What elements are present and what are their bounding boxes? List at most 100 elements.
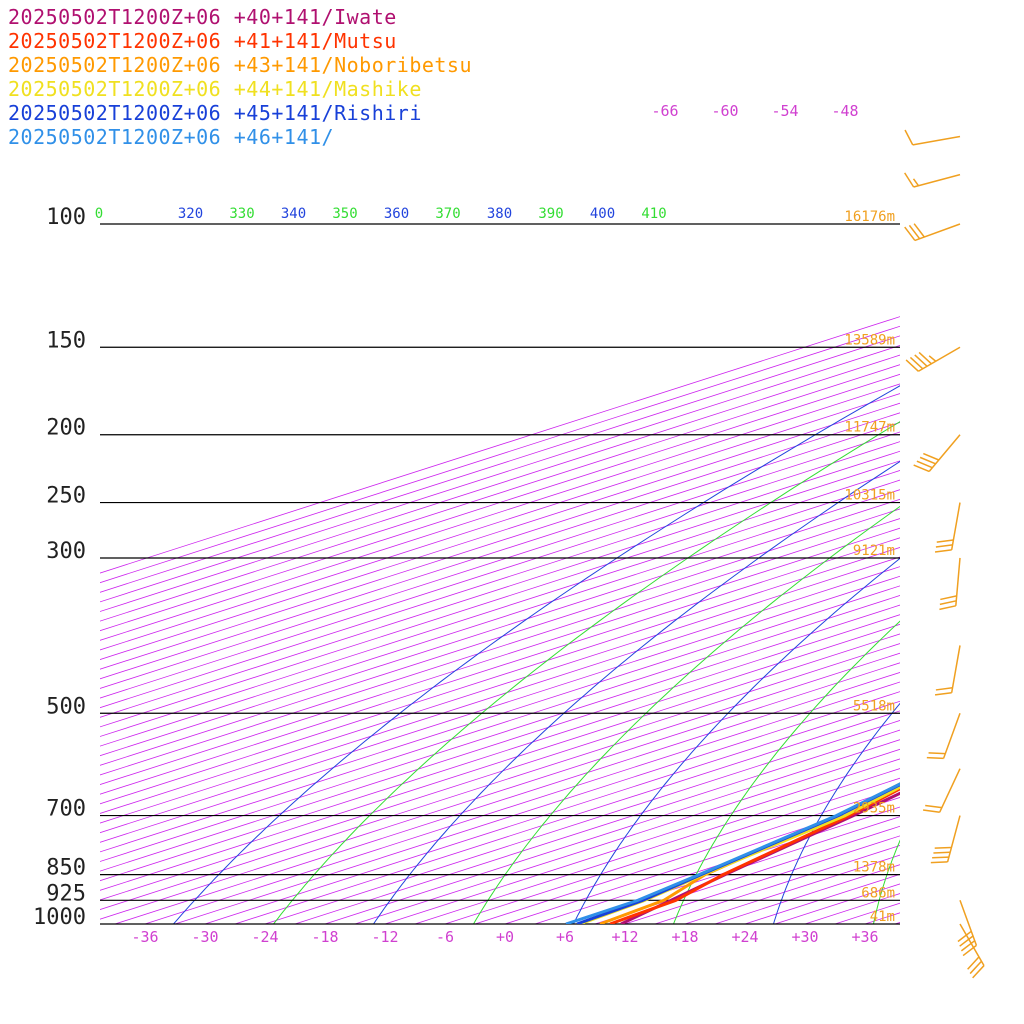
pressure-label: 250 xyxy=(46,484,86,509)
temperature-tick-label: +30 xyxy=(791,928,818,946)
legend-entry: 20250502T1200Z+06 +40+141/Iwate xyxy=(8,5,397,29)
isotherm-line xyxy=(234,710,900,924)
theta-label: 330 xyxy=(229,206,254,222)
temperature-tick-label: -36 xyxy=(131,928,158,946)
pressure-level-lines xyxy=(100,223,900,925)
temperature-tick-label: -30 xyxy=(191,928,218,946)
wind-barb xyxy=(904,223,961,242)
pressure-label: 300 xyxy=(46,539,86,564)
isotherm-line xyxy=(100,633,900,891)
wind-barb xyxy=(939,557,961,611)
isotherm-line xyxy=(100,595,900,853)
theta-label: 350 xyxy=(332,206,357,222)
dry-adiabat-line xyxy=(372,460,900,924)
wind-barb xyxy=(923,768,961,813)
theta-label: 410 xyxy=(641,206,666,222)
theta-label: 320 xyxy=(178,206,203,222)
temperature-tick-label: +6 xyxy=(556,928,574,946)
isotherm-grid xyxy=(100,0,1024,924)
isotherm-line xyxy=(354,748,900,924)
isotherm-line xyxy=(100,566,900,824)
wind-barb xyxy=(904,172,961,188)
axis-labels: 100 16176m 150 13589m 200 11747m 250 10315m 300 9… xyxy=(33,102,895,946)
isotherm-line xyxy=(100,623,900,882)
wind-barb xyxy=(926,713,961,760)
isotherm-line xyxy=(114,671,900,924)
isotherm-line xyxy=(100,652,900,910)
isotherm-line xyxy=(100,345,900,603)
isotherm-line xyxy=(204,700,900,924)
isotherm-line xyxy=(564,816,900,924)
pressure-label: 500 xyxy=(46,694,86,719)
profile-line xyxy=(599,782,900,924)
isotherm-line xyxy=(1015,0,1024,924)
upper-temperature-label: -66 xyxy=(651,102,678,120)
legend-entry: 20250502T1200Z+06 +46+141/ xyxy=(8,125,334,149)
isotherm-line xyxy=(324,739,900,924)
temperature-tick-label: -24 xyxy=(251,928,278,946)
moist-adiabat-line xyxy=(472,505,900,924)
isotherm-line xyxy=(100,575,900,834)
height-label: 2935m xyxy=(853,801,895,817)
height-label: 10315m xyxy=(844,488,895,504)
legend-entry: 20250502T1200Z+06 +43+141/Noboribetsu xyxy=(8,53,472,77)
wind-barb xyxy=(930,815,961,864)
wind-barb xyxy=(913,434,961,473)
wind-barbs xyxy=(904,129,985,979)
moist-adiabat-line xyxy=(272,421,900,924)
isotherm-line xyxy=(100,662,900,920)
profile-line xyxy=(609,787,900,924)
isotherm-line xyxy=(100,585,900,843)
isotherm-line xyxy=(100,354,900,612)
theta-label: 380 xyxy=(487,206,512,222)
moist-adiabat-grid xyxy=(272,421,900,924)
isotherm-line xyxy=(174,691,900,924)
isotherm-line xyxy=(894,921,900,924)
legend-entry: 20250502T1200Z+06 +41+141/Mutsu xyxy=(8,29,397,53)
height-label: 13589m xyxy=(844,332,895,348)
pressure-label: 200 xyxy=(46,416,86,441)
pressure-label: 925 xyxy=(46,881,86,906)
isotherm-line xyxy=(100,614,900,872)
isotherm-line xyxy=(624,835,900,924)
isotherm-line xyxy=(100,604,900,862)
pressure-label: 1000 xyxy=(33,905,86,930)
isotherm-line xyxy=(684,854,900,924)
isotherm-line xyxy=(100,316,900,574)
theta-label: 360 xyxy=(384,206,409,222)
moist-adiabat-line xyxy=(672,620,900,924)
legend-entry: 20250502T1200Z+06 +45+141/Rishiri xyxy=(8,101,422,125)
profile-line xyxy=(565,782,900,924)
wind-barb xyxy=(904,129,961,146)
isotherm-line xyxy=(100,498,900,757)
isotherm-line xyxy=(294,729,900,924)
temperature-tick-label: -6 xyxy=(436,928,454,946)
theta-label: 390 xyxy=(538,206,563,222)
moist-adiabat-line xyxy=(872,839,900,924)
isotherm-line xyxy=(100,383,900,641)
isotherm-line xyxy=(100,556,900,814)
isotherm-line xyxy=(100,518,900,776)
temperature-tick-label: +12 xyxy=(611,928,638,946)
isotherm-line xyxy=(100,508,900,766)
pressure-label: 100 xyxy=(46,205,86,230)
isotherm-line xyxy=(804,893,900,924)
height-label: 11747m xyxy=(844,420,895,436)
upper-temperature-label: -54 xyxy=(771,102,798,120)
pressure-label: 700 xyxy=(46,797,86,822)
isotherm-line xyxy=(144,681,900,924)
isotherm-line xyxy=(100,335,900,593)
isotherm-line xyxy=(714,864,900,924)
pressure-label: 150 xyxy=(46,328,86,353)
dry-adiabat-line xyxy=(772,702,900,924)
temperature-profiles xyxy=(565,782,900,924)
theta-label: 0 xyxy=(95,206,103,222)
upper-temperature-label: -60 xyxy=(711,102,738,120)
wind-barb xyxy=(905,346,961,372)
isotherm-line xyxy=(100,364,900,622)
temperature-tick-label: -12 xyxy=(371,928,398,946)
wind-barb xyxy=(934,502,961,553)
isotherm-line xyxy=(100,643,900,901)
isotherm-line xyxy=(100,325,900,584)
